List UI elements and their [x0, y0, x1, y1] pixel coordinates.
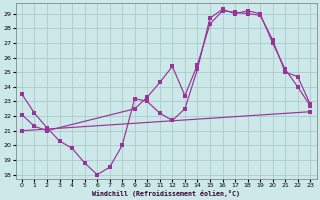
X-axis label: Windchill (Refroidissement éolien,°C): Windchill (Refroidissement éolien,°C) — [92, 190, 240, 197]
